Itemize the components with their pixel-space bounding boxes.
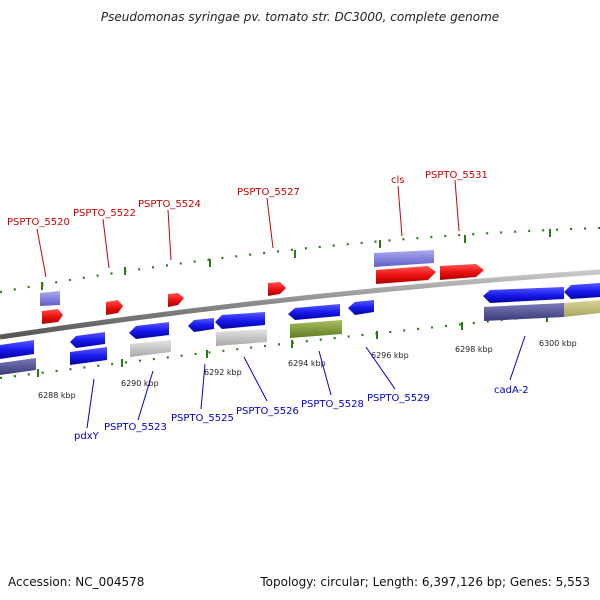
- gene-arrow: [0, 340, 34, 359]
- gene-arrow: [188, 318, 214, 332]
- gene-arrow: [484, 303, 564, 321]
- gene-label: PSPTO_5525: [171, 413, 234, 424]
- gene-arrow: [348, 300, 374, 315]
- tick-label: 6292 kbp: [204, 368, 242, 377]
- gene-arrow: [288, 304, 340, 320]
- topology-text: Topology: circular; Length: 6,397,126 bp…: [260, 575, 590, 589]
- tick-label: 6298 kbp: [455, 345, 493, 354]
- gene-arrow: [0, 358, 36, 375]
- gene-arrow: [168, 293, 184, 307]
- gene-label: cadA-2: [494, 385, 529, 396]
- gene-arrow: [376, 266, 436, 284]
- reverse-genes: [0, 283, 600, 375]
- map-title: Pseudomonas syringae pv. tomato str. DC3…: [100, 10, 500, 24]
- gene-arrow: [70, 347, 107, 365]
- gene-arrow: [215, 312, 265, 329]
- gene-arrow: [40, 291, 60, 306]
- gene-label: PSPTO_5528: [301, 399, 364, 410]
- gene-arrow: [564, 283, 600, 299]
- gene-label: pdxY: [74, 431, 100, 442]
- gene-label: PSPTO_5527: [237, 187, 300, 198]
- gene-label: PSPTO_5520: [7, 217, 70, 228]
- gene-label: PSPTO_5526: [236, 406, 299, 417]
- gene-arrow: [70, 332, 105, 348]
- gene-arrow: [42, 309, 63, 324]
- tick-label: 6296 kbp: [371, 351, 409, 360]
- gene-arrow: [290, 320, 342, 338]
- gene-arrow: [106, 300, 123, 315]
- tick-label: 6294 kbp: [288, 359, 326, 368]
- tick-label: 6290 kbp: [121, 379, 159, 388]
- gene-label: PSPTO_5524: [138, 199, 201, 210]
- gene-arrow: [130, 340, 171, 357]
- gene-label: PSPTO_5529: [367, 393, 430, 404]
- tick-label: 6288 kbp: [38, 391, 76, 400]
- gene-arrow: [129, 322, 169, 339]
- gene-arrow: [374, 250, 434, 267]
- genome-backbone: [0, 269, 600, 340]
- gene-label: PSPTO_5531: [425, 170, 488, 181]
- gene-arrow: [564, 300, 600, 317]
- accession-text: Accession: NC_004578: [8, 575, 145, 589]
- gene-arrow: [268, 282, 286, 296]
- gene-label: cls: [391, 175, 405, 186]
- forward-genes: [40, 250, 484, 324]
- gene-arrow: [483, 287, 564, 303]
- gene-arrow: [216, 329, 267, 346]
- tick-labels: 6288 kbp 6290 kbp 6292 kbp 6294 kbp 6296…: [38, 339, 577, 400]
- gene-label: PSPTO_5523: [104, 422, 167, 433]
- tick-label: 6300 kbp: [539, 339, 577, 348]
- upper-tick-row: [0, 226, 600, 294]
- gene-arrow: [440, 264, 484, 280]
- forward-gene-labels: PSPTO_5520 PSPTO_5522 PSPTO_5524 PSPTO_5…: [7, 170, 488, 278]
- gene-label: PSPTO_5522: [73, 208, 136, 219]
- reverse-gene-labels: pdxY PSPTO_5523 PSPTO_5525 PSPTO_5526 PS…: [74, 335, 529, 442]
